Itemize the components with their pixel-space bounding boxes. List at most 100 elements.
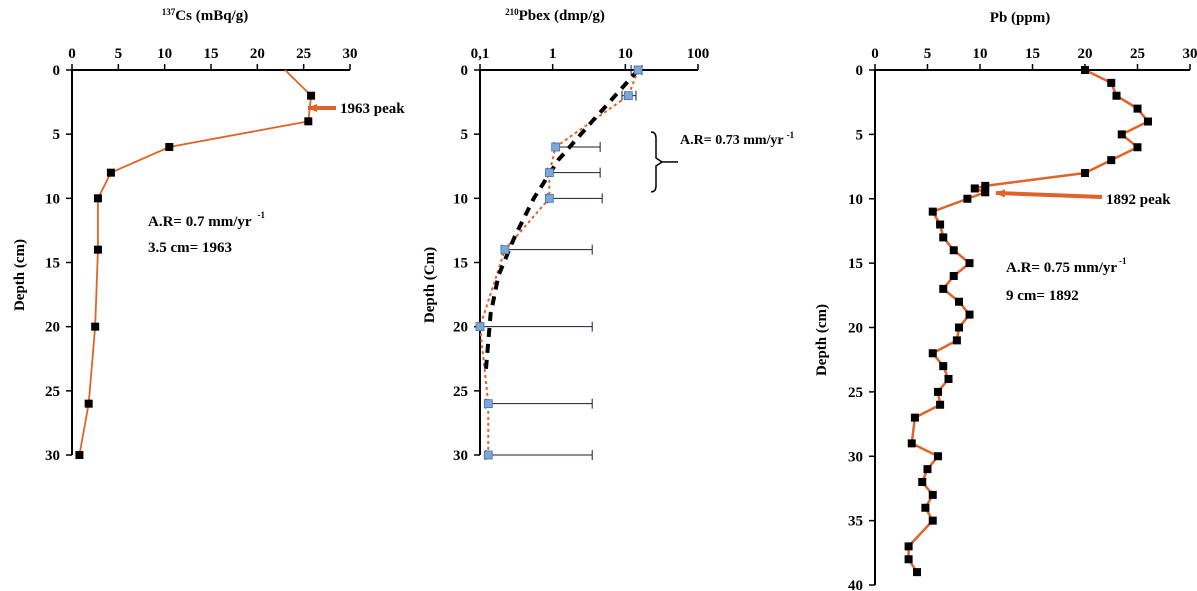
pbex-bracket xyxy=(650,131,678,193)
pbex-ar-sup: -1 xyxy=(787,130,795,140)
pbex-title-main: Pbex (dmp/g) xyxy=(519,8,605,24)
data-point xyxy=(1081,66,1089,74)
data-point xyxy=(955,297,963,306)
data-point xyxy=(1107,156,1116,165)
data-point xyxy=(1133,104,1142,113)
cs-x-tick-label: 20 xyxy=(250,46,265,62)
data-point xyxy=(483,399,493,409)
cs-x-tick-label: 10 xyxy=(157,46,172,62)
cs-x-tick-label: 25 xyxy=(296,46,311,62)
data-point xyxy=(500,245,510,255)
data-point xyxy=(75,451,84,459)
cs-y-tick-label: 10 xyxy=(45,191,60,207)
data-point xyxy=(970,184,979,193)
cs-title-main: Cs (mBq/g) xyxy=(175,8,248,24)
pb-y-ticks: 0 5 10 15 20 25 30 35 40 xyxy=(848,63,875,591)
pb-peak-arrow xyxy=(995,189,1103,199)
data-point xyxy=(1133,143,1142,152)
data-point xyxy=(1144,117,1152,126)
cs-y-tick-label: 5 xyxy=(53,127,61,143)
data-point xyxy=(921,503,930,512)
cs-title-sup: 137 xyxy=(162,7,176,17)
data-point xyxy=(907,439,916,448)
data-point xyxy=(106,168,115,177)
data-point xyxy=(981,188,990,197)
pb-x-ticks: 0 5 10 15 20 25 30 xyxy=(871,46,1197,70)
data-point xyxy=(93,245,102,254)
pb-title: Pb (ppm) xyxy=(990,10,1050,26)
pb-y-tick-label: 5 xyxy=(856,127,864,143)
data-point xyxy=(91,322,100,331)
data-point xyxy=(952,336,961,345)
cs-y-ticks: 0 5 10 15 20 25 30 xyxy=(45,63,72,464)
data-point xyxy=(93,194,102,203)
data-point xyxy=(936,400,945,409)
pb-y-tick-label: 35 xyxy=(848,514,863,530)
pbex-x-tick-label: 1 xyxy=(549,46,557,62)
pb-y-tick-label: 10 xyxy=(848,192,863,208)
pbex-ar-text: A.R= 0.73 mm/yr xyxy=(680,133,784,148)
data-point xyxy=(913,568,921,577)
data-point xyxy=(923,465,932,474)
data-point xyxy=(934,452,942,461)
data-point xyxy=(304,117,313,126)
pb-y-tick-label: 20 xyxy=(848,321,863,337)
pb-peak-label: 1892 peak xyxy=(1106,192,1171,208)
pbex-y-label: Depth (Cm) xyxy=(422,247,438,323)
pb-x-tick-label: 30 xyxy=(1183,46,1197,62)
cs-y-tick-label: 20 xyxy=(45,320,60,336)
pb-y-tick-label: 30 xyxy=(848,449,863,465)
cs-panel: 137Cs (mBq/g) 0 5 10 15 20 25 30 051015202530 … xyxy=(12,7,405,464)
data-point xyxy=(928,207,937,216)
bracket-shape xyxy=(650,131,664,193)
pbex-y-tick-label: 10 xyxy=(453,191,468,207)
pbex-panel: 210Pbex (dmp/g) 0,1 1 10 100 0 5 10 15 20 25 30 D… xyxy=(422,7,795,464)
pbex-title: 210Pbex (dmp/g) xyxy=(505,7,605,24)
pb-accumulation-rate: A.R= 0.75 mm/yr -1 xyxy=(1006,256,1127,276)
data-point xyxy=(928,490,937,499)
data-point xyxy=(965,310,974,319)
data-point xyxy=(623,91,633,101)
data-point xyxy=(981,181,990,190)
cs-x-tick-label: 15 xyxy=(204,46,219,62)
data-point xyxy=(963,194,972,203)
pbex-data-line xyxy=(478,69,640,455)
pb-y-tick-label: 25 xyxy=(848,385,863,401)
pb-x-tick-label: 0 xyxy=(871,46,879,62)
cs-y-tick-label: 25 xyxy=(45,384,60,400)
data-point xyxy=(904,542,913,551)
pbex-y-tick-label: 30 xyxy=(453,448,468,464)
data-point xyxy=(928,516,937,525)
data-point xyxy=(1112,91,1121,100)
data-point xyxy=(955,323,963,332)
pbex-x-tick-label: 10 xyxy=(618,46,633,62)
pbex-x-ticks: 0,1 1 10 100 xyxy=(471,46,709,70)
data-point xyxy=(949,246,958,255)
pb-y-tick-label: 15 xyxy=(848,256,863,272)
cs-ar-sup: -1 xyxy=(258,210,266,220)
pb-ar-text: A.R= 0.75 mm/yr xyxy=(1006,260,1117,276)
data-point xyxy=(949,272,958,280)
pbex-y-tick-label: 15 xyxy=(453,256,468,272)
data-point xyxy=(475,322,485,332)
data-point xyxy=(918,478,927,486)
pb-y-tick-label: 40 xyxy=(848,578,863,591)
data-point xyxy=(904,555,913,564)
cs-y-tick-label: 30 xyxy=(45,448,60,464)
pbex-y-tick-label: 5 xyxy=(461,127,469,143)
data-point xyxy=(928,349,937,358)
data-point xyxy=(1117,130,1126,139)
data-point xyxy=(944,375,953,383)
pb-x-tick-label: 5 xyxy=(924,46,932,62)
pbex-accumulation-rate: A.R= 0.73 mm/yr -1 xyxy=(680,130,795,148)
cs-ar-text: A.R= 0.7 mm/yr xyxy=(148,214,252,230)
cs-data-line xyxy=(78,69,313,456)
cs-y-tick-label: 0 xyxy=(53,63,61,79)
cs-date-label: 3.5 cm= 1963 xyxy=(148,240,232,256)
data-point xyxy=(939,233,948,242)
pb-data-line xyxy=(907,68,1150,573)
data-point xyxy=(551,142,561,152)
data-point xyxy=(1081,169,1089,177)
pb-x-tick-label: 20 xyxy=(1078,46,1093,62)
data-point xyxy=(910,413,919,422)
